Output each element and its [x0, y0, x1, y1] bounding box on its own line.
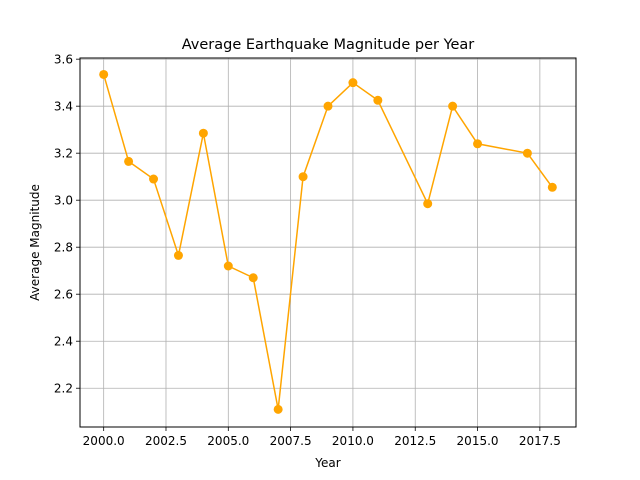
y-tick-label: 2.4 — [54, 335, 73, 349]
y-axis-label: Average Magnitude — [28, 184, 42, 301]
data-point — [423, 199, 433, 209]
y-tick-label: 2.6 — [54, 288, 73, 302]
y-tick-label: 2.8 — [54, 241, 73, 255]
chart-title: Average Earthquake Magnitude per Year — [182, 37, 475, 53]
x-tick-label: 2007.5 — [270, 434, 312, 448]
x-tick-label: 2012.5 — [394, 434, 436, 448]
series-line — [102, 74, 553, 410]
x-axis-label: Year — [314, 456, 340, 470]
data-point — [223, 261, 233, 271]
data-point — [173, 250, 183, 260]
data-point — [149, 174, 159, 184]
y-tick-label: 3.0 — [54, 194, 73, 208]
data-point — [298, 172, 308, 182]
x-tick-label: 2002.5 — [145, 434, 187, 448]
data-point — [448, 101, 458, 111]
y-tick-label: 3.6 — [54, 53, 73, 67]
data-point — [373, 95, 383, 105]
series-layer — [99, 69, 557, 414]
data-point — [124, 156, 134, 166]
plot-frame — [79, 57, 577, 428]
data-point — [547, 182, 557, 192]
grid — [80, 58, 576, 427]
data-point — [348, 78, 358, 88]
y-tick-label: 2.2 — [54, 382, 73, 396]
x-tick-label: 2015.0 — [457, 434, 499, 448]
data-point — [248, 273, 258, 283]
data-point — [323, 101, 333, 111]
data-point — [273, 404, 283, 414]
data-point — [198, 128, 208, 138]
y-tick-label: 3.4 — [54, 100, 73, 114]
data-point — [99, 69, 109, 79]
axis-ticks: 2000.0 2002.5 2005.0 2007.5 2010.0 2012.5 2015… — [54, 53, 561, 448]
y-tick-label: 3.2 — [54, 147, 73, 161]
data-point — [473, 139, 483, 149]
x-tick-label: 2005.0 — [207, 434, 249, 448]
x-tick-label: 2010.0 — [332, 434, 374, 448]
x-tick-label: 2017.5 — [519, 434, 561, 448]
x-tick-label: 2000.0 — [83, 434, 125, 448]
data-point — [522, 148, 532, 158]
